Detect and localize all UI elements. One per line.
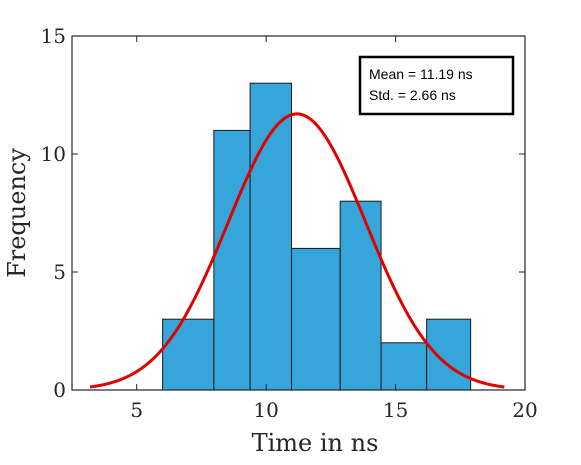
y-tick-label: 0 — [53, 378, 66, 402]
x-axis-title: Time in ns — [252, 429, 379, 457]
y-tick-label: 15 — [41, 24, 66, 48]
normal-fit-curve — [89, 112, 505, 389]
histogram-bar — [426, 318, 472, 391]
stats-annotation-frame — [358, 55, 515, 116]
histogram-bar — [213, 129, 251, 391]
ticks-layer: 5 10 15 20 0 5 10 15 — [41, 24, 538, 422]
y-axis-title: Frequency — [3, 148, 31, 278]
y-tick-label: 10 — [41, 142, 66, 166]
x-tick-label: 15 — [383, 398, 408, 422]
y-tick-label: 5 — [53, 260, 66, 284]
histogram-bar — [380, 342, 428, 391]
axes-layer — [71, 35, 526, 391]
axes-box — [71, 35, 526, 391]
histogram-bar — [162, 318, 215, 391]
stats-mean-text: Mean = 11.19 ns — [369, 66, 473, 82]
histogram-bar — [291, 247, 341, 391]
x-tick-label: 10 — [253, 398, 278, 422]
histogram-bar — [339, 200, 382, 391]
stats-annotation-box: Mean = 11.19 ns Std. = 2.66 ns — [358, 55, 515, 116]
fit-curve-layer — [89, 112, 505, 389]
histogram-bar — [249, 82, 293, 391]
x-tick-label: 5 — [130, 398, 143, 422]
x-tick-label: 20 — [512, 398, 537, 422]
stats-std-text: Std. = 2.66 ns — [369, 87, 456, 103]
